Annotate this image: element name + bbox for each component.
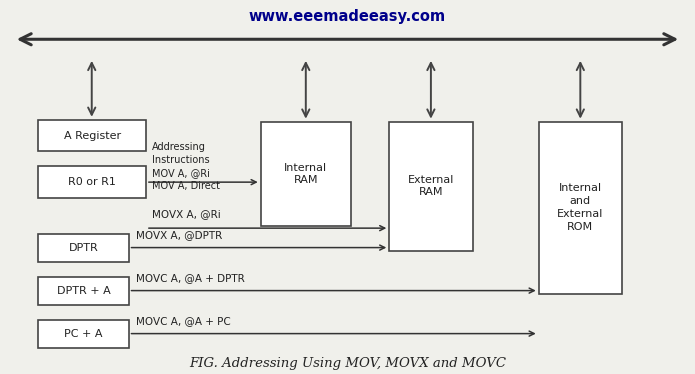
Text: DPTR: DPTR	[69, 243, 98, 253]
Text: PC + A: PC + A	[64, 329, 103, 339]
FancyBboxPatch shape	[261, 122, 351, 226]
Text: MOVC A, @A + PC: MOVC A, @A + PC	[136, 316, 230, 326]
Text: MOVX A, @DPTR: MOVX A, @DPTR	[136, 230, 222, 240]
Text: FIG. Addressing Using MOV, MOVX and MOVC: FIG. Addressing Using MOV, MOVX and MOVC	[189, 357, 506, 370]
FancyBboxPatch shape	[38, 320, 129, 348]
Text: External
RAM: External RAM	[408, 175, 454, 197]
FancyBboxPatch shape	[38, 120, 146, 151]
FancyBboxPatch shape	[389, 122, 473, 251]
Text: MOVX A, @Ri: MOVX A, @Ri	[152, 209, 220, 219]
Text: DPTR + A: DPTR + A	[56, 286, 111, 296]
FancyBboxPatch shape	[38, 234, 129, 262]
Text: Addressing
Instructions
MOV A, @Ri
MOV A, Direct: Addressing Instructions MOV A, @Ri MOV A…	[152, 142, 220, 190]
Text: A Register: A Register	[63, 131, 121, 141]
FancyBboxPatch shape	[38, 277, 129, 305]
Text: www.eeemadeeasy.com: www.eeemadeeasy.com	[249, 9, 446, 24]
Text: R0 or R1: R0 or R1	[68, 177, 116, 187]
FancyBboxPatch shape	[539, 122, 622, 294]
Text: MOVC A, @A + DPTR: MOVC A, @A + DPTR	[136, 273, 244, 283]
FancyBboxPatch shape	[38, 166, 146, 198]
Text: Internal
and
External
ROM: Internal and External ROM	[557, 183, 603, 232]
Text: Internal
RAM: Internal RAM	[284, 163, 327, 185]
